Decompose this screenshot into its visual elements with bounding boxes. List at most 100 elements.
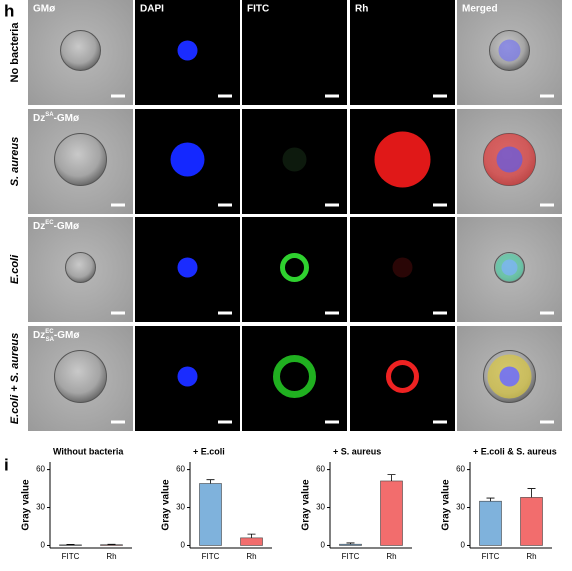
error-bar bbox=[346, 542, 355, 545]
bar bbox=[520, 497, 543, 546]
error-bar bbox=[247, 533, 256, 538]
cell bbox=[386, 360, 419, 393]
cell bbox=[501, 259, 518, 276]
y-tick-label: 60 bbox=[456, 465, 465, 474]
error-bar bbox=[486, 497, 495, 502]
cell bbox=[499, 366, 520, 387]
column-header: Merged bbox=[462, 4, 498, 15]
cell bbox=[177, 40, 198, 61]
tag-part: SA bbox=[45, 112, 54, 118]
micrograph bbox=[242, 326, 347, 431]
error-bar bbox=[206, 479, 215, 484]
row-label: S. aureus bbox=[9, 137, 21, 187]
y-tick-label: 0 bbox=[41, 541, 46, 550]
cell bbox=[177, 366, 198, 387]
micrograph bbox=[242, 0, 347, 105]
cell bbox=[54, 350, 107, 403]
y-axis-label: Gray value bbox=[21, 479, 32, 531]
panel-label: i bbox=[4, 455, 9, 474]
cell bbox=[177, 257, 198, 278]
micrograph bbox=[28, 217, 133, 322]
chart-title: + E.coli & S. aureus bbox=[473, 446, 557, 456]
row-label: E.coli + S. aureus bbox=[9, 333, 21, 424]
tag-part: -GMø bbox=[54, 221, 80, 232]
image-bg bbox=[242, 0, 347, 105]
column-header: Rh bbox=[355, 4, 368, 15]
x-tick-label: FITC bbox=[202, 552, 220, 561]
y-tick-label: 30 bbox=[176, 503, 185, 512]
row-label: No bacteria bbox=[9, 22, 21, 83]
chart-title: + S. aureus bbox=[333, 446, 381, 456]
tag-part: SA bbox=[46, 337, 55, 343]
cell bbox=[280, 253, 309, 282]
micrograph bbox=[457, 217, 562, 322]
cell bbox=[282, 147, 307, 172]
micrograph bbox=[28, 0, 133, 105]
micrograph bbox=[350, 217, 455, 322]
tag-part: Dz bbox=[33, 330, 45, 341]
y-tick-label: 0 bbox=[181, 541, 186, 550]
micrograph bbox=[457, 109, 562, 214]
micrograph bbox=[242, 109, 347, 214]
image-bg bbox=[350, 326, 455, 431]
bar bbox=[100, 544, 123, 546]
micrograph bbox=[135, 217, 240, 322]
x-tick-label: Rh bbox=[246, 552, 256, 561]
image-bg bbox=[242, 326, 347, 431]
cell bbox=[273, 355, 316, 398]
y-tick-label: 30 bbox=[456, 503, 465, 512]
error-bar bbox=[387, 474, 396, 481]
y-tick-label: 0 bbox=[461, 541, 466, 550]
micrograph bbox=[457, 326, 562, 431]
micrograph bbox=[28, 109, 133, 214]
cell bbox=[498, 39, 521, 62]
bar bbox=[380, 480, 403, 546]
y-tick-label: 60 bbox=[176, 465, 185, 474]
cell bbox=[496, 146, 523, 173]
tag-part: Dz bbox=[33, 221, 45, 232]
cell bbox=[392, 257, 413, 278]
chart-title: + E.coli bbox=[193, 446, 225, 456]
y-tick-label: 30 bbox=[316, 503, 325, 512]
y-tick-label: 0 bbox=[321, 541, 326, 550]
row-label: E.coli bbox=[9, 254, 21, 284]
micrograph bbox=[242, 217, 347, 322]
y-axis-label: Gray value bbox=[301, 479, 312, 531]
cell bbox=[60, 30, 101, 71]
cell bbox=[374, 131, 431, 188]
micrograph bbox=[350, 326, 455, 431]
micrograph bbox=[135, 0, 240, 105]
y-tick-label: 30 bbox=[36, 503, 45, 512]
x-tick-label: FITC bbox=[62, 552, 80, 561]
tag-part: Dz bbox=[33, 113, 45, 124]
cell-tag: DzEC SA-GMø bbox=[33, 329, 80, 343]
y-tick-label: 60 bbox=[36, 465, 45, 474]
micrograph bbox=[135, 326, 240, 431]
bar bbox=[479, 500, 502, 546]
x-tick-label: Rh bbox=[386, 552, 396, 561]
cell bbox=[54, 133, 107, 186]
tag-part: EC bbox=[45, 220, 54, 226]
cell bbox=[65, 252, 96, 283]
panel-label: h bbox=[4, 1, 14, 20]
x-tick-label: FITC bbox=[342, 552, 360, 561]
x-tick-label: Rh bbox=[106, 552, 116, 561]
image-bg bbox=[350, 0, 455, 105]
y-axis-label: Gray value bbox=[161, 479, 172, 531]
micrograph bbox=[457, 0, 562, 105]
cell-tag: DzEC-GMø bbox=[33, 220, 80, 232]
micrograph bbox=[28, 326, 133, 431]
bar bbox=[59, 544, 82, 546]
tag-part: -GMø bbox=[54, 330, 80, 341]
column-header: FITC bbox=[247, 4, 269, 15]
column-header: DAPI bbox=[140, 4, 164, 15]
y-axis-label: Gray value bbox=[441, 479, 452, 531]
x-tick-label: FITC bbox=[482, 552, 500, 561]
x-tick-label: Rh bbox=[526, 552, 536, 561]
bar bbox=[240, 537, 263, 546]
cell bbox=[170, 142, 205, 177]
tag-part: -GMø bbox=[54, 113, 80, 124]
micrograph bbox=[350, 109, 455, 214]
error-bar bbox=[527, 488, 536, 498]
